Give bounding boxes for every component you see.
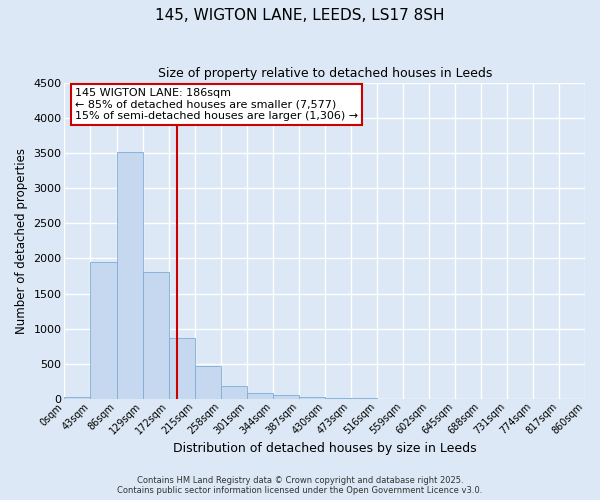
Bar — [325, 398, 351, 399]
Text: 145, WIGTON LANE, LEEDS, LS17 8SH: 145, WIGTON LANE, LEEDS, LS17 8SH — [155, 8, 445, 22]
Y-axis label: Number of detached properties: Number of detached properties — [15, 148, 28, 334]
Bar — [143, 272, 169, 399]
Bar — [169, 338, 194, 399]
Bar — [194, 366, 221, 399]
Bar — [221, 386, 247, 399]
Bar — [91, 262, 116, 399]
Text: 145 WIGTON LANE: 186sqm
← 85% of detached houses are smaller (7,577)
15% of semi: 145 WIGTON LANE: 186sqm ← 85% of detache… — [75, 88, 358, 121]
Bar — [64, 396, 91, 399]
X-axis label: Distribution of detached houses by size in Leeds: Distribution of detached houses by size … — [173, 442, 476, 455]
Bar — [272, 395, 299, 399]
Title: Size of property relative to detached houses in Leeds: Size of property relative to detached ho… — [158, 68, 492, 80]
Bar — [116, 152, 143, 399]
Bar — [299, 396, 325, 399]
Bar — [247, 393, 272, 399]
Text: Contains HM Land Registry data © Crown copyright and database right 2025.
Contai: Contains HM Land Registry data © Crown c… — [118, 476, 482, 495]
